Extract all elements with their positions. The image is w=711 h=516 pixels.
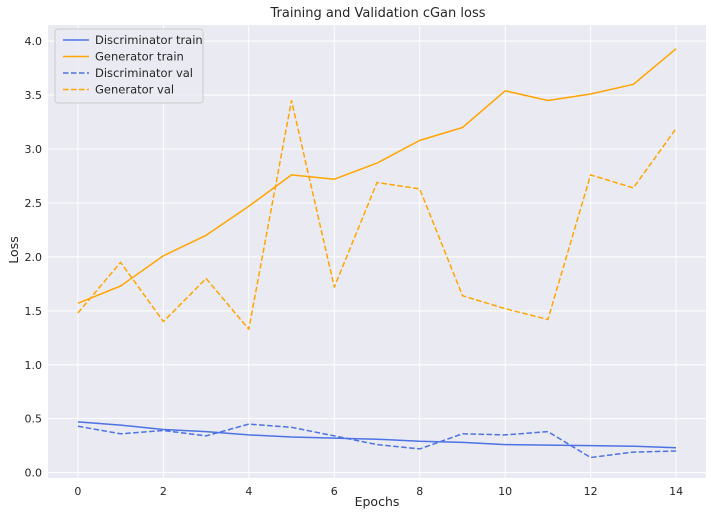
y-tick-label: 1.0 xyxy=(25,359,43,372)
y-axis-title: Loss xyxy=(6,236,21,263)
x-tick-label: 14 xyxy=(669,485,683,498)
y-tick-label: 0.0 xyxy=(25,467,43,480)
y-tick-label: 1.5 xyxy=(25,305,43,318)
y-tick-label: 3.5 xyxy=(25,89,43,102)
x-tick-label: 2 xyxy=(160,485,167,498)
x-tick-label: 12 xyxy=(584,485,598,498)
discriminator-val-line xyxy=(77,423,677,459)
y-tick-label: 0.5 xyxy=(25,413,43,426)
legend-label-discriminator-train: Discriminator train xyxy=(95,33,203,47)
series-lines xyxy=(77,48,677,459)
legend-box xyxy=(54,28,204,104)
legend-label-discriminator-val: Discriminator val xyxy=(95,66,193,80)
y-tick-label: 2.5 xyxy=(25,197,43,210)
x-tick-label: 8 xyxy=(416,485,423,498)
y-tick-labels: 0.0 0.5 1.0 1.5 2.0 2.5 3.0 3.5 4.0 xyxy=(25,35,43,479)
chart-title: Training and Validation cGan loss xyxy=(269,6,485,21)
x-tick-label: 4 xyxy=(245,485,252,498)
discriminator-train-line xyxy=(77,421,677,449)
x-axis-title: Epochs xyxy=(355,494,400,509)
y-tick-label: 3.0 xyxy=(25,143,43,156)
grid xyxy=(48,25,706,478)
x-tick-label: 10 xyxy=(498,485,512,498)
generator-train-line xyxy=(77,48,677,304)
legend-label-generator-val: Generator val xyxy=(95,83,174,97)
x-tick-label: 6 xyxy=(331,485,338,498)
generator-val-line xyxy=(77,99,677,330)
legend-label-generator-train: Generator train xyxy=(95,50,184,64)
x-tick-label: 0 xyxy=(74,485,81,498)
y-tick-label: 2.0 xyxy=(25,251,43,264)
y-tick-label: 4.0 xyxy=(25,35,43,48)
x-tick-labels: 0 2 4 6 8 10 12 14 xyxy=(74,485,683,498)
legend: Discriminator train Generator train Discri… xyxy=(54,28,204,104)
